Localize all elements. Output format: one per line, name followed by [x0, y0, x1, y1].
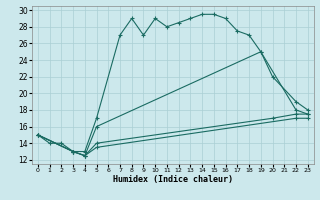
X-axis label: Humidex (Indice chaleur): Humidex (Indice chaleur) [113, 175, 233, 184]
